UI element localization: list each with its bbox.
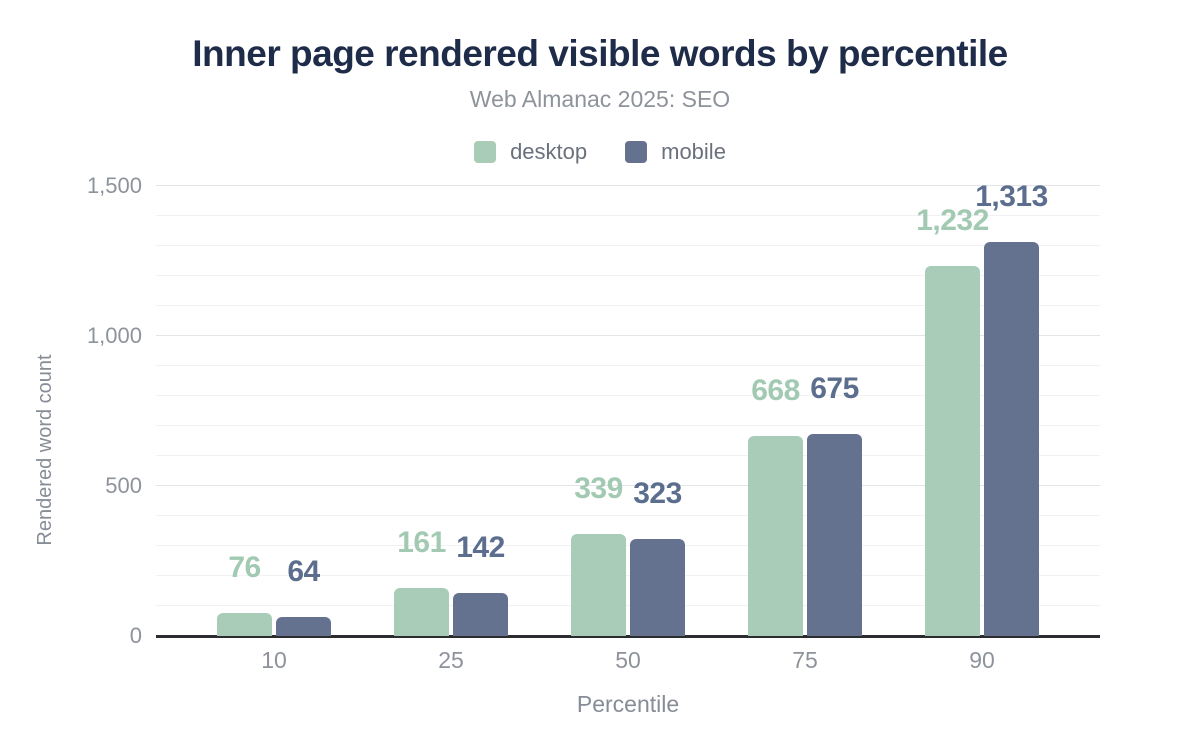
bar-value-label-mobile-p25: 142 bbox=[456, 531, 505, 565]
bar-desktop-p25[interactable] bbox=[394, 587, 449, 636]
bar-desktop-p75[interactable] bbox=[748, 435, 803, 636]
bar-mobile-p75[interactable] bbox=[807, 433, 862, 636]
y-tick-label-1500: 1,500 bbox=[86, 173, 142, 198]
bar-value-label-desktop-p10: 76 bbox=[228, 551, 261, 585]
gridline-minor-800 bbox=[156, 395, 1100, 396]
gridline-minor-300 bbox=[156, 545, 1100, 546]
bar-value-label-desktop-p50: 339 bbox=[574, 472, 623, 506]
bar-value-label-mobile-p50: 323 bbox=[633, 477, 682, 511]
x-axis: 10 25 50 75 90 bbox=[156, 646, 1100, 676]
chart-title: Inner page rendered visible words by per… bbox=[192, 33, 1008, 74]
y-axis: 0 500 1,000 1,500 bbox=[0, 174, 142, 648]
gridline-minor-1300 bbox=[156, 245, 1100, 246]
legend-swatch-desktop bbox=[474, 141, 497, 163]
legend-item-mobile[interactable]: mobile bbox=[625, 139, 726, 165]
bar-value-label-desktop-p25: 161 bbox=[397, 525, 446, 559]
gridline-minor-200 bbox=[156, 575, 1100, 576]
gridline-minor-100 bbox=[156, 605, 1100, 606]
plot-area: 76 64 161 142 339 323 668 675 1,232 1,313 bbox=[156, 182, 1100, 638]
gridline-minor-1100 bbox=[156, 305, 1100, 306]
bar-desktop-p10[interactable] bbox=[217, 613, 272, 636]
x-tick-label-10: 10 bbox=[261, 647, 287, 673]
legend-label-desktop: desktop bbox=[510, 139, 588, 164]
bar-value-label-desktop-p75: 668 bbox=[751, 373, 800, 407]
gridline-minor-900 bbox=[156, 365, 1100, 366]
bar-value-label-desktop-p90: 1,232 bbox=[916, 204, 989, 238]
gridline-minor-400 bbox=[156, 515, 1100, 516]
bar-desktop-p50[interactable] bbox=[571, 534, 626, 636]
y-axis-title: Rendered word count bbox=[34, 354, 56, 546]
bar-mobile-p10[interactable] bbox=[276, 616, 331, 636]
gridline-major-1000 bbox=[156, 335, 1100, 336]
bar-mobile-p90[interactable] bbox=[984, 242, 1039, 636]
x-axis-line bbox=[156, 635, 1100, 638]
gridline-minor-1200 bbox=[156, 275, 1100, 276]
bar-value-label-mobile-p90: 1,313 bbox=[975, 180, 1048, 214]
gridline-minor-1400 bbox=[156, 215, 1100, 216]
bar-mobile-p25[interactable] bbox=[453, 593, 508, 636]
bar-desktop-p90[interactable] bbox=[925, 266, 980, 636]
y-tick-label-500: 500 bbox=[105, 473, 142, 498]
legend-item-desktop[interactable]: desktop bbox=[474, 139, 587, 165]
x-tick-label-25: 25 bbox=[438, 647, 464, 673]
legend: desktop mobile bbox=[0, 139, 1200, 165]
bar-mobile-p50[interactable] bbox=[630, 539, 685, 636]
x-tick-label-90: 90 bbox=[969, 647, 995, 673]
legend-label-mobile: mobile bbox=[661, 139, 726, 164]
chart-subtitle: Web Almanac 2025: SEO bbox=[469, 86, 731, 112]
gridline-major-500 bbox=[156, 485, 1100, 486]
legend-swatch-mobile bbox=[625, 141, 648, 163]
bar-value-label-mobile-p75: 675 bbox=[810, 371, 859, 405]
bar-value-label-mobile-p10: 64 bbox=[287, 554, 320, 588]
x-tick-label-75: 75 bbox=[792, 647, 818, 673]
y-tick-label-0: 0 bbox=[129, 623, 142, 648]
x-axis-title: Percentile bbox=[576, 691, 680, 717]
y-tick-label-1000: 1,000 bbox=[86, 323, 142, 348]
gridline-minor-600 bbox=[156, 455, 1100, 456]
x-tick-label-50: 50 bbox=[615, 647, 641, 673]
gridline-major-1500 bbox=[156, 185, 1100, 186]
gridline-minor-700 bbox=[156, 425, 1100, 426]
